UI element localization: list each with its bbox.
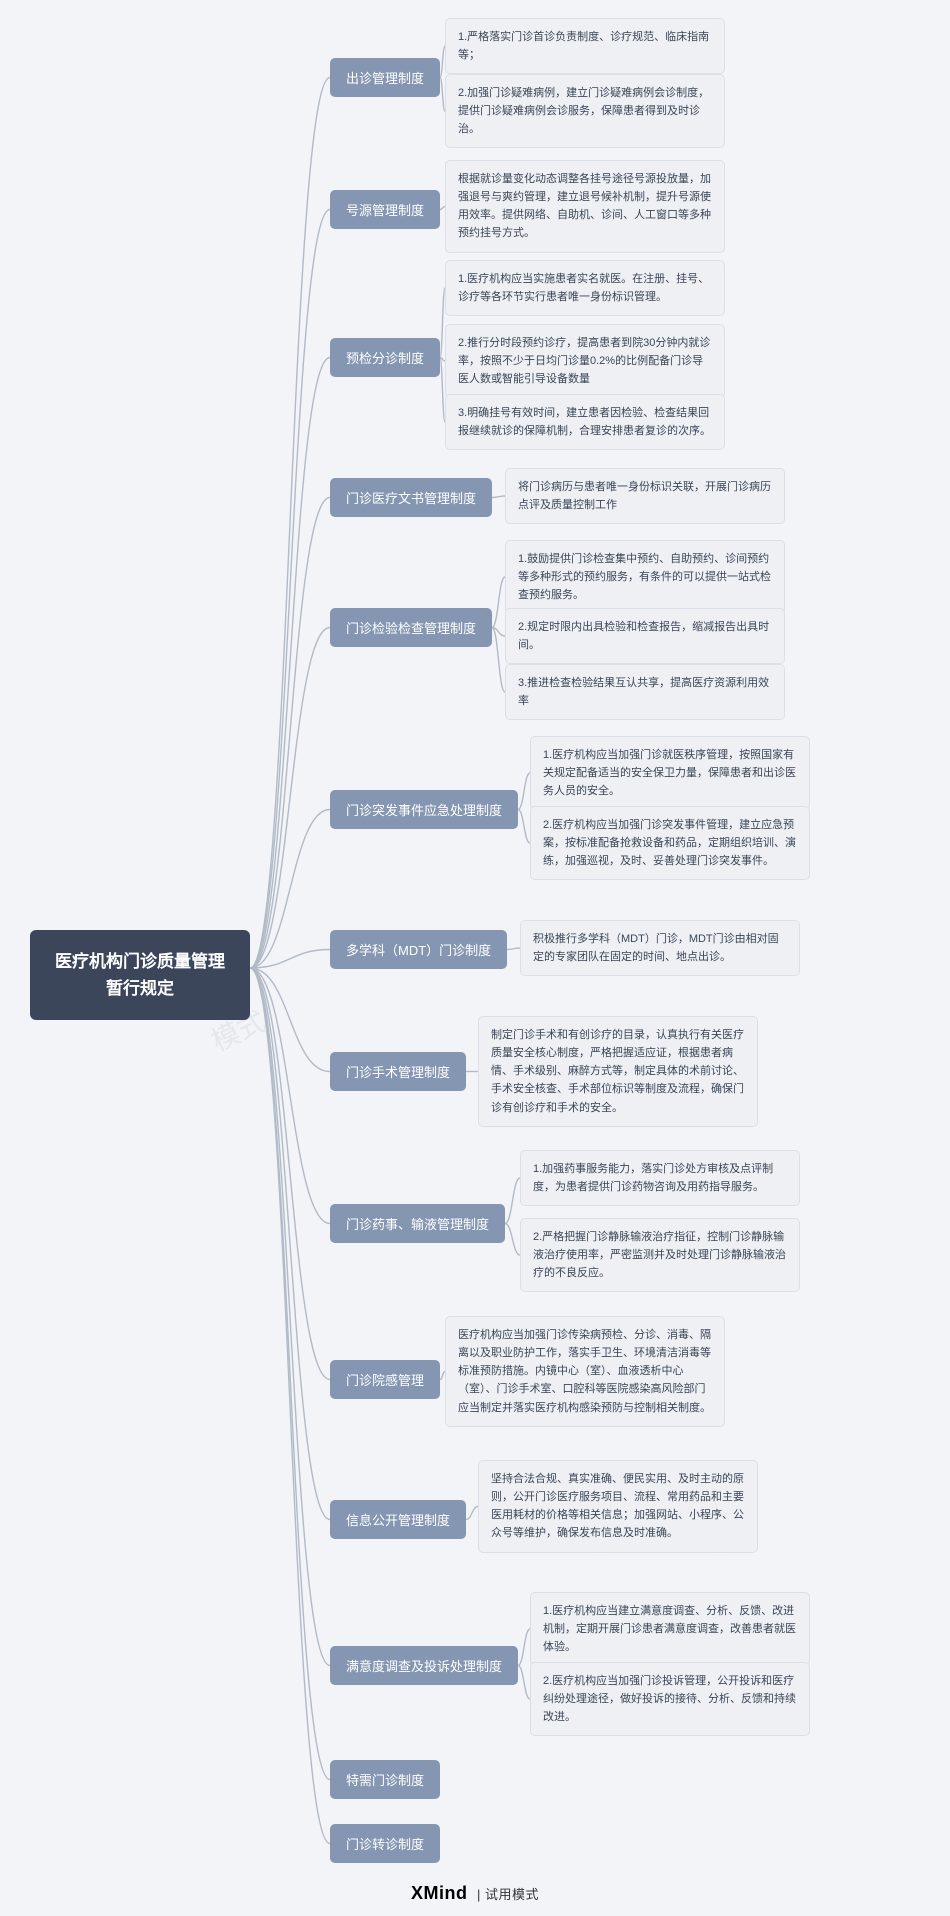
leaf-node[interactable]: 1.医疗机构应当建立满意度调查、分析、反馈、改进机制，定期开展门诊患者满意度调查… (530, 1592, 810, 1666)
branch-node[interactable]: 信息公开管理制度 (330, 1500, 466, 1539)
leaf-node[interactable]: 将门诊病历与患者唯一身份标识关联，开展门诊病历点评及质量控制工作 (505, 468, 785, 524)
leaf-node[interactable]: 制定门诊手术和有创诊疗的目录，认真执行有关医疗质量安全核心制度，严格把握适应证，… (478, 1016, 758, 1127)
leaf-node[interactable]: 1.加强药事服务能力，落实门诊处方审核及点评制度，为患者提供门诊药物咨询及用药指… (520, 1150, 800, 1206)
branch-node[interactable]: 出诊管理制度 (330, 58, 440, 97)
branch-node[interactable]: 预检分诊制度 (330, 338, 440, 377)
branch-node[interactable]: 门诊药事、输液管理制度 (330, 1204, 505, 1243)
leaf-node[interactable]: 2.加强门诊疑难病例，建立门诊疑难病例会诊制度，提供门诊疑难病例会诊服务，保障患… (445, 74, 725, 148)
brand-label: XMind (411, 1883, 468, 1903)
leaf-node[interactable]: 1.医疗机构应当实施患者实名就医。在注册、挂号、诊疗等各环节实行患者唯一身份标识… (445, 260, 725, 316)
leaf-node[interactable]: 3.推进检查检验结果互认共享，提高医疗资源利用效率 (505, 664, 785, 720)
branch-node[interactable]: 门诊转诊制度 (330, 1824, 440, 1863)
branch-node[interactable]: 多学科（MDT）门诊制度 (330, 930, 507, 969)
leaf-node[interactable]: 2.医疗机构应当加强门诊突发事件管理，建立应急预案，按标准配备抢救设备和药品，定… (530, 806, 810, 880)
branch-node[interactable]: 门诊检验检查管理制度 (330, 608, 492, 647)
branch-node[interactable]: 门诊突发事件应急处理制度 (330, 790, 518, 829)
leaf-node[interactable]: 2.医疗机构应当加强门诊投诉管理，公开投诉和医疗纠纷处理途径，做好投诉的接待、分… (530, 1662, 810, 1736)
trial-mode-label: | 试用模式 (477, 1887, 539, 1902)
leaf-node[interactable]: 2.推行分时段预约诊疗，提高患者到院30分钟内就诊率，按照不少于日均门诊量0.2… (445, 324, 725, 398)
leaf-node[interactable]: 积极推行多学科（MDT）门诊，MDT门诊由相对固定的专家团队在固定的时间、地点出… (520, 920, 800, 976)
mindmap-canvas: 模式医疗机构门诊质量管理暂行规定出诊管理制度1.严格落实门诊首诊负责制度、诊疗规… (0, 0, 950, 1916)
leaf-node[interactable]: 医疗机构应当加强门诊传染病预检、分诊、消毒、隔离以及职业防护工作，落实手卫生、环… (445, 1316, 725, 1427)
leaf-node[interactable]: 坚持合法合规、真实准确、便民实用、及时主动的原则，公开门诊医疗服务项目、流程、常… (478, 1460, 758, 1553)
branch-node[interactable]: 门诊手术管理制度 (330, 1052, 466, 1091)
leaf-node[interactable]: 根据就诊量变化动态调整各挂号途径号源投放量，加强退号与爽约管理，建立退号候补机制… (445, 160, 725, 253)
branch-node[interactable]: 门诊院感管理 (330, 1360, 440, 1399)
app-footer: XMind | 试用模式 (0, 1883, 950, 1904)
branch-node[interactable]: 满意度调查及投诉处理制度 (330, 1646, 518, 1685)
leaf-node[interactable]: 1.医疗机构应当加强门诊就医秩序管理，按照国家有关规定配备适当的安全保卫力量，保… (530, 736, 810, 810)
branch-node[interactable]: 特需门诊制度 (330, 1760, 440, 1799)
branch-node[interactable]: 号源管理制度 (330, 190, 440, 229)
leaf-node[interactable]: 2.严格把握门诊静脉输液治疗指征，控制门诊静脉输液治疗使用率，严密监测并及时处理… (520, 1218, 800, 1292)
leaf-node[interactable]: 2.规定时限内出具检验和检查报告，缩减报告出具时间。 (505, 608, 785, 664)
leaf-node[interactable]: 3.明确挂号有效时间，建立患者因检验、检查结果回报继续就诊的保障机制，合理安排患… (445, 394, 725, 450)
root-node[interactable]: 医疗机构门诊质量管理暂行规定 (30, 930, 250, 1020)
branch-node[interactable]: 门诊医疗文书管理制度 (330, 478, 492, 517)
leaf-node[interactable]: 1.严格落实门诊首诊负责制度、诊疗规范、临床指南等； (445, 18, 725, 74)
leaf-node[interactable]: 1.鼓励提供门诊检查集中预约、自助预约、诊间预约等多种形式的预约服务，有条件的可… (505, 540, 785, 614)
